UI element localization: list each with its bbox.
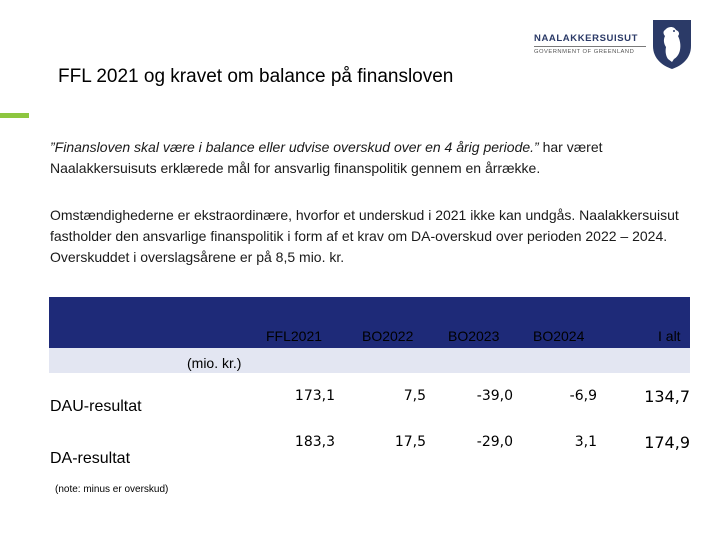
- coat-of-arms-icon: [653, 20, 691, 69]
- page-title: FFL 2021 og kravet om balance på finansl…: [58, 66, 454, 87]
- intro-quote: ”Finansloven skal være i balance eller u…: [50, 139, 539, 155]
- cell-da-bo2023: -29,0: [476, 434, 513, 450]
- cell-da-bo2024: 3,1: [574, 434, 597, 450]
- intro-paragraph: ”Finansloven skal være i balance eller u…: [50, 137, 700, 179]
- cell-dau-ffl2021: 173,1: [294, 388, 335, 404]
- circumstances-paragraph: Omstændighederne er ekstraordinære, hvor…: [50, 207, 679, 265]
- column-header-bo2022: BO2022: [362, 328, 414, 344]
- cell-da-total: 174,9: [644, 433, 690, 452]
- cell-da-ffl2021: 183,3: [294, 434, 335, 450]
- cell-dau-bo2024: -6,9: [569, 388, 597, 404]
- unit-label: (mio. kr.): [187, 355, 242, 371]
- intro-rest: har været Naalakkersuisuts erklærede mål…: [50, 139, 603, 176]
- accent-bar: [0, 113, 29, 118]
- cell-da-bo2022: 17,5: [394, 434, 426, 450]
- row-label-da: DA-resultat: [50, 450, 131, 467]
- table-subheader-band: [49, 348, 690, 373]
- table-note: (note: minus er overskud): [55, 484, 169, 495]
- government-logo-text: NAALAKKERSUISUT GOVERNMENT OF GREENLAND: [534, 33, 646, 57]
- logo-subtitle: GOVERNMENT OF GREENLAND: [534, 49, 635, 55]
- logo-name: NAALAKKERSUISUT: [534, 33, 646, 47]
- column-header-total: I alt: [658, 328, 681, 344]
- cell-dau-total: 134,7: [644, 387, 690, 406]
- cell-dau-bo2022: 7,5: [403, 388, 426, 404]
- column-header-ffl2021: FFL2021: [266, 328, 323, 344]
- column-header-bo2024: BO2024: [533, 328, 585, 344]
- column-header-bo2023: BO2023: [448, 328, 500, 344]
- cell-dau-bo2023: -39,0: [476, 388, 513, 404]
- table-header-band: [49, 297, 690, 348]
- row-label-dau: DAU-resultat: [50, 398, 142, 415]
